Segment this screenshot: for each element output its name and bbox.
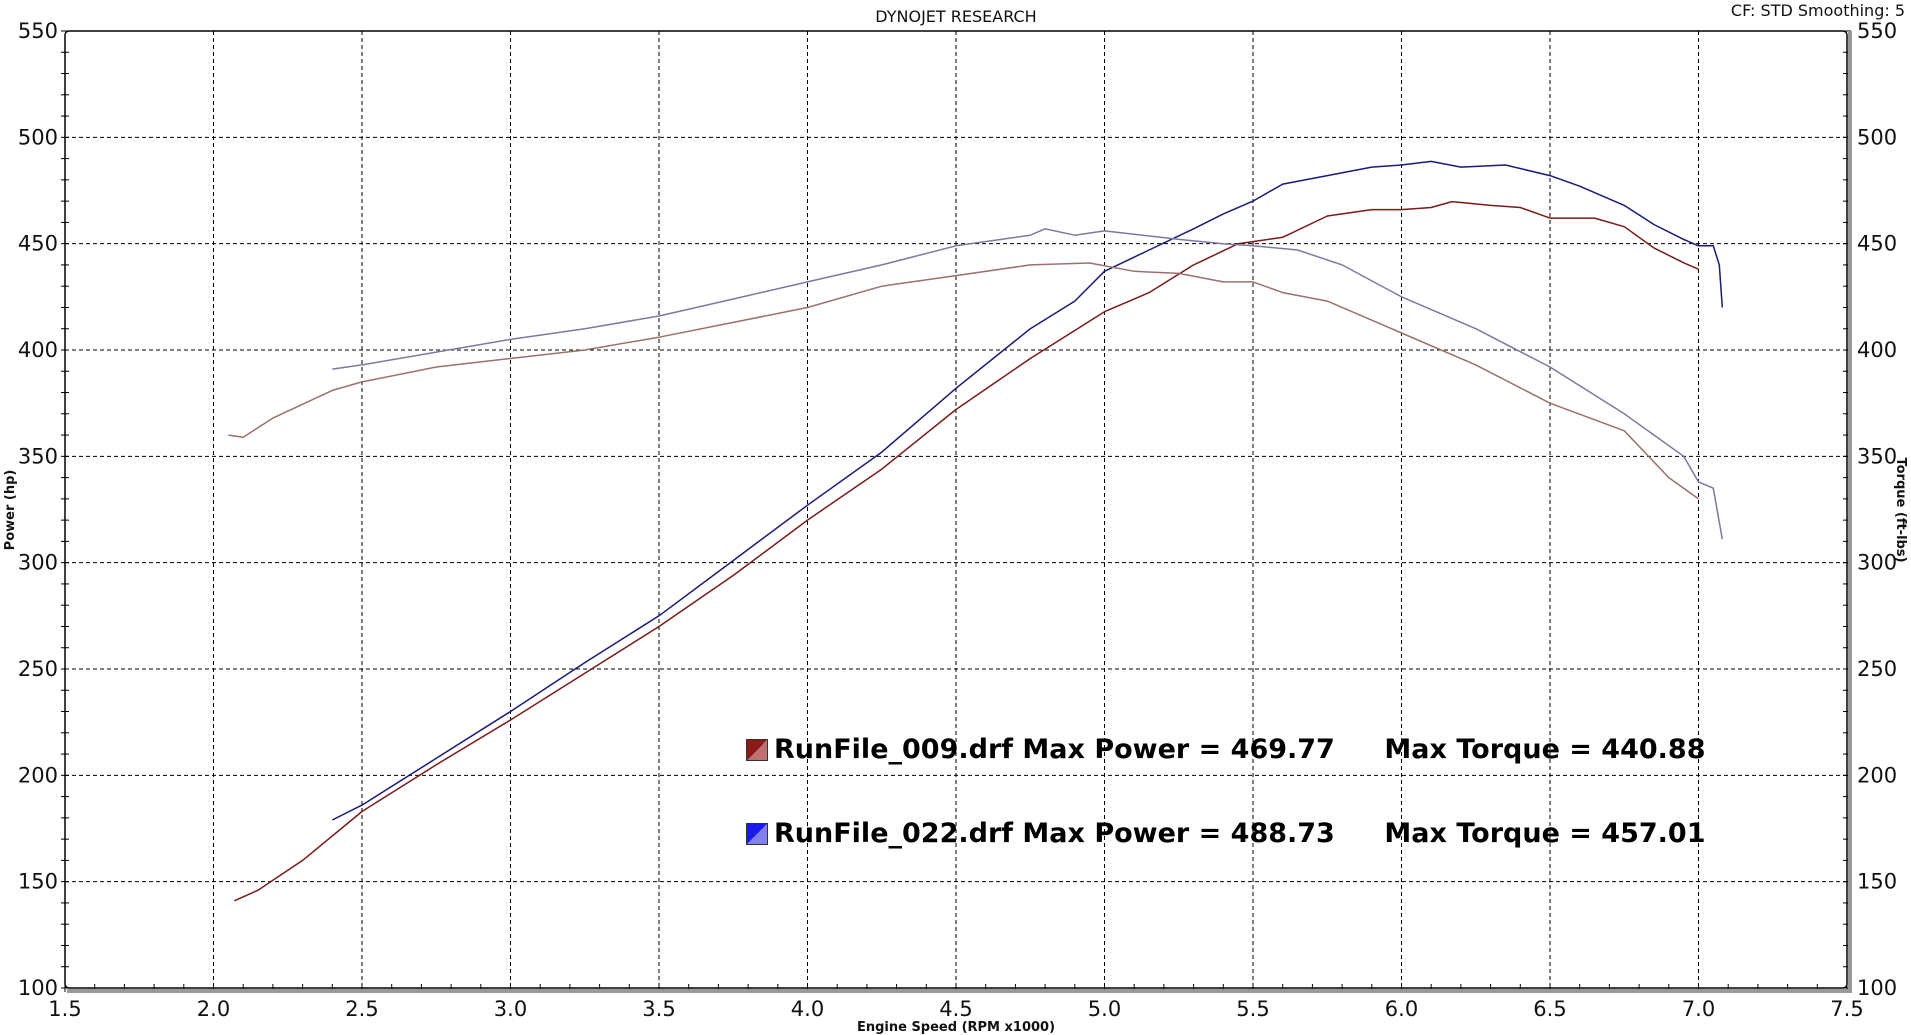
y-tick-label: 400: [18, 338, 58, 362]
x-tick-label: 3.5: [642, 997, 675, 1021]
legend: RunFile_009.drf Max Power = 469.77 Max To…: [746, 680, 1706, 876]
x-tick-label: 4.5: [939, 997, 972, 1021]
legend-entry-009: RunFile_009.drf Max Power = 469.77 Max To…: [746, 736, 1706, 764]
x-tick-label: 3.0: [494, 997, 527, 1021]
y-tick-label: 250: [18, 657, 58, 681]
x-tick-label: 2.5: [345, 997, 378, 1021]
y2-tick-label: 150: [1857, 870, 1897, 894]
legend-torque: Max Torque = 440.88: [1384, 734, 1706, 765]
y-tick-label: 300: [18, 551, 58, 575]
series-line-runfile-022-drf-power: [331, 160, 1724, 821]
x-tick-label: 1.5: [48, 997, 81, 1021]
y-tick-label: 100: [18, 976, 58, 1000]
y-tick-label: 350: [18, 444, 58, 468]
y2-tick-label: 400: [1857, 338, 1897, 362]
series-line-runfile-009-drf-torque: [228, 262, 1699, 500]
legend-entry-022: RunFile_022.drf Max Power = 488.73 Max To…: [746, 820, 1706, 848]
y-tick-label: 150: [18, 870, 58, 894]
legend-swatch-022: [746, 823, 768, 845]
grid: [65, 31, 1847, 988]
x-tick-label: 5.5: [1236, 997, 1269, 1021]
y-tick-label: 200: [18, 763, 58, 787]
y2-tick-label: 500: [1857, 125, 1897, 149]
y2-tick-label: 100: [1857, 976, 1897, 1000]
y-tick-label: 450: [18, 232, 58, 256]
y-axis-label: Power (hp): [3, 470, 18, 551]
series-line-runfile-009-drf-power: [233, 200, 1699, 902]
y2-tick-label: 550: [1857, 19, 1897, 43]
y2-tick-label: 300: [1857, 551, 1897, 575]
legend-file: RunFile_022.drf: [774, 818, 1014, 849]
legend-swatch-009: [746, 739, 768, 761]
y2-tick-label: 250: [1857, 657, 1897, 681]
x-tick-label: 6.0: [1385, 997, 1418, 1021]
x-tick-label: 6.5: [1533, 997, 1566, 1021]
legend-torque: Max Torque = 457.01: [1384, 818, 1706, 849]
x-tick-label: 5.0: [1088, 997, 1121, 1021]
y2-tick-label: 350: [1857, 444, 1897, 468]
x-tick-label: 2.0: [197, 997, 230, 1021]
y2-tick-label: 200: [1857, 763, 1897, 787]
tick-labels: 1.5 2.0 2.5 3.0 3.5 4.0 4.5 5.0 5.5 6.0 6.5 7.0 7.51…: [18, 19, 1897, 1021]
x-tick-label: 7.0: [1682, 997, 1715, 1021]
y2-axis-label: Torque (ft-lbs): [1893, 457, 1908, 562]
y-tick-label: 500: [18, 125, 58, 149]
y-tick-label: 550: [18, 19, 58, 43]
series-line-runfile-022-drf-torque: [332, 228, 1724, 540]
chart-title: DYNOJET RESEARCH: [875, 7, 1036, 26]
axes: [61, 30, 1852, 993]
plot-frame: [64, 30, 1848, 989]
chart-subtitle: CF: STD Smoothing: 5: [1731, 1, 1905, 20]
axes-shadow: [67, 31, 1852, 993]
legend-file: RunFile_009.drf: [774, 734, 1014, 765]
legend-power: Max Power = 488.73: [1022, 818, 1335, 849]
x-tick-label: 4.0: [791, 997, 824, 1021]
series-group: [228, 160, 1724, 902]
x-axis-label: Engine Speed (RPM x1000): [857, 1020, 1055, 1035]
legend-power: Max Power = 469.77: [1022, 734, 1335, 765]
x-tick-label: 7.5: [1830, 997, 1863, 1021]
y2-tick-label: 450: [1857, 232, 1897, 256]
